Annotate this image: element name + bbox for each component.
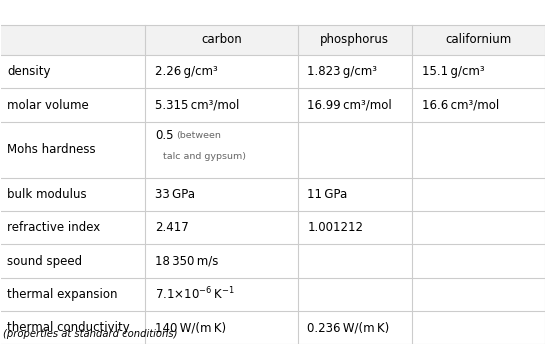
Text: thermal conductivity: thermal conductivity bbox=[7, 321, 130, 334]
Text: (between: (between bbox=[176, 131, 222, 140]
Text: refractive index: refractive index bbox=[7, 221, 100, 234]
Text: 2.26 g/cm³: 2.26 g/cm³ bbox=[155, 65, 217, 78]
Text: 18 350 m/s: 18 350 m/s bbox=[155, 255, 218, 267]
Text: phosphorus: phosphorus bbox=[320, 33, 389, 46]
Text: carbon: carbon bbox=[201, 33, 242, 46]
Text: (properties at standard conditions): (properties at standard conditions) bbox=[3, 329, 178, 339]
Text: californium: californium bbox=[446, 33, 512, 46]
Text: sound speed: sound speed bbox=[7, 255, 82, 267]
Text: 15.1 g/cm³: 15.1 g/cm³ bbox=[422, 65, 484, 78]
Text: density: density bbox=[7, 65, 51, 78]
Text: talc and gypsum): talc and gypsum) bbox=[163, 152, 246, 161]
Text: 16.6 cm³/mol: 16.6 cm³/mol bbox=[422, 99, 499, 111]
Text: 0.5: 0.5 bbox=[155, 129, 173, 142]
Text: 1.001212: 1.001212 bbox=[307, 221, 363, 234]
Text: 140 W/(m K): 140 W/(m K) bbox=[155, 321, 226, 334]
Text: 2.417: 2.417 bbox=[155, 221, 188, 234]
Text: 33 GPa: 33 GPa bbox=[155, 188, 195, 201]
Text: Mohs hardness: Mohs hardness bbox=[7, 143, 96, 156]
Text: 11 GPa: 11 GPa bbox=[307, 188, 348, 201]
Text: thermal expansion: thermal expansion bbox=[7, 288, 118, 301]
Text: bulk modulus: bulk modulus bbox=[7, 188, 87, 201]
Text: 7.1×10$^{-6}$ K$^{-1}$: 7.1×10$^{-6}$ K$^{-1}$ bbox=[155, 286, 234, 303]
Text: 1.823 g/cm³: 1.823 g/cm³ bbox=[307, 65, 377, 78]
Text: 5.315 cm³/mol: 5.315 cm³/mol bbox=[155, 99, 239, 111]
Text: 0.236 W/(m K): 0.236 W/(m K) bbox=[307, 321, 389, 334]
Text: 16.99 cm³/mol: 16.99 cm³/mol bbox=[307, 99, 392, 111]
Text: molar volume: molar volume bbox=[7, 99, 89, 111]
FancyBboxPatch shape bbox=[1, 25, 545, 55]
